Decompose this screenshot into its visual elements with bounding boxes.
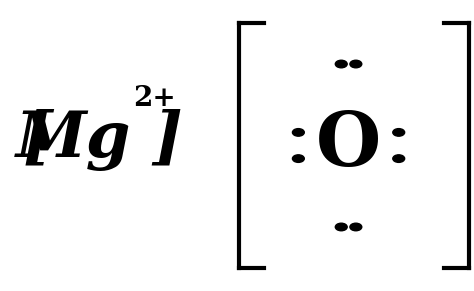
- Circle shape: [393, 129, 405, 136]
- Text: [: [: [22, 109, 53, 171]
- Circle shape: [350, 223, 362, 231]
- Text: 2+: 2+: [133, 86, 176, 112]
- Circle shape: [393, 155, 405, 162]
- Text: O: O: [316, 109, 381, 182]
- Circle shape: [335, 223, 347, 231]
- Text: Mg ]: Mg ]: [16, 109, 184, 171]
- Circle shape: [292, 155, 304, 162]
- Circle shape: [335, 60, 347, 68]
- Circle shape: [292, 129, 304, 136]
- Circle shape: [350, 60, 362, 68]
